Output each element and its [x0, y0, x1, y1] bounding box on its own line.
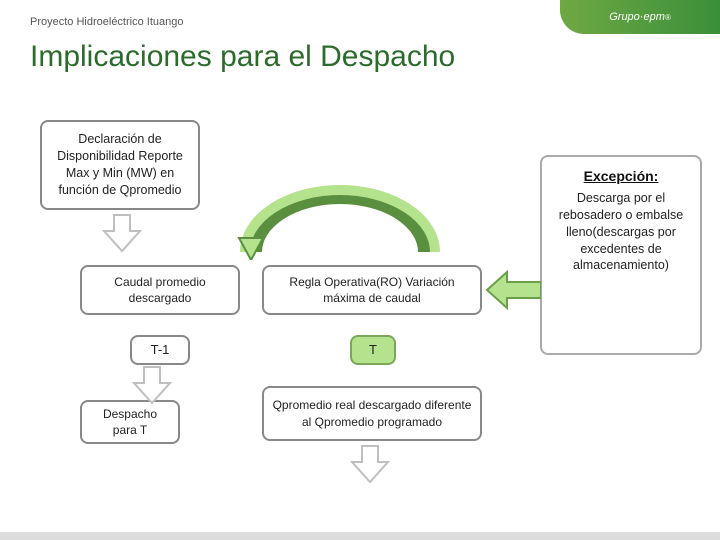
box-caudal: Caudal promedio descargado — [80, 265, 240, 315]
box-caudal-text: Caudal promedio descargado — [90, 274, 230, 306]
arrow-down-3 — [348, 444, 392, 484]
box-despacho-text: Despacho para T — [90, 406, 170, 438]
box-qpromedio-real: Qpromedio real descargado diferente al Q… — [262, 386, 482, 441]
arrow-left-exception — [485, 270, 541, 310]
arrow-down-2 — [130, 365, 174, 405]
footer-bar — [0, 532, 720, 540]
box-despacho: Despacho para T — [80, 400, 180, 444]
box-t-minus-1: T-1 — [130, 335, 190, 365]
box-t: T — [350, 335, 396, 365]
page-title: Implicaciones para el Despacho — [30, 40, 455, 74]
box-declaracion-text: Declaración de Disponibilidad Reporte Ma… — [50, 131, 190, 199]
box-qreal-text: Qpromedio real descargado diferente al Q… — [272, 397, 472, 429]
box-t-text: T — [369, 341, 377, 359]
excepcion-text: Descarga por el rebosadero o embalse lle… — [550, 190, 692, 274]
brand-label: Grupo·epm — [609, 11, 665, 23]
brand-band: Grupo·epm® — [560, 0, 720, 34]
arrow-curved-cycle — [235, 180, 445, 260]
box-excepcion: Excepción: Descarga por el rebosadero o … — [540, 155, 702, 355]
box-t1-text: T-1 — [151, 341, 170, 359]
arrow-down-1 — [100, 213, 144, 253]
box-declaracion: Declaración de Disponibilidad Reporte Ma… — [40, 120, 200, 210]
excepcion-title: Excepción: — [584, 167, 659, 186]
brand-reg-mark: ® — [665, 13, 671, 22]
box-regla-text: Regla Operativa(RO) Variación máxima de … — [272, 274, 472, 306]
page-subtitle: Proyecto Hidroeléctrico Ituango — [30, 16, 183, 28]
box-regla: Regla Operativa(RO) Variación máxima de … — [262, 265, 482, 315]
